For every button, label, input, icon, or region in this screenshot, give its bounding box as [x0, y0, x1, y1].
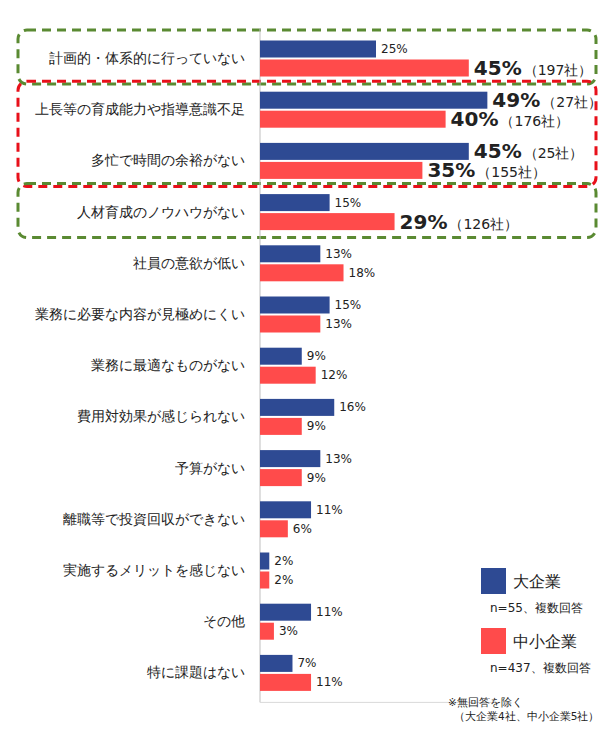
bar	[260, 572, 269, 589]
bar	[260, 162, 422, 179]
legend-swatch	[481, 568, 506, 594]
data-label: 35%（155社）	[427, 158, 546, 182]
data-label-count: （176社）	[500, 113, 569, 129]
category-label: 上長等の育成能力や指導意識不足	[35, 101, 245, 117]
category-label: 社員の意欲が低い	[133, 255, 245, 271]
data-label: 45%（25社）	[474, 139, 584, 163]
bar	[260, 553, 269, 570]
bar	[260, 469, 302, 486]
category-label: 費用対効果が感じられない	[77, 408, 245, 424]
category-label: 予算がない	[175, 460, 245, 476]
legend-note: n=437、複数回答	[490, 661, 591, 675]
bar	[260, 450, 320, 467]
data-label-main: 35%	[427, 158, 475, 182]
data-label: 13%	[325, 317, 352, 331]
bar	[260, 367, 316, 384]
data-label: 9%	[307, 349, 326, 363]
data-label: 45%（197社）	[474, 56, 593, 80]
bar	[260, 399, 334, 416]
bar	[260, 674, 311, 691]
bar	[260, 245, 320, 262]
bar	[260, 418, 302, 435]
legend-label: 中小企業	[513, 632, 577, 651]
legend-label: 大企業	[513, 572, 561, 591]
data-label-count: （155社）	[477, 164, 546, 180]
bar	[260, 297, 330, 314]
data-label-count: （126社）	[449, 216, 518, 232]
data-label-main: 45%	[474, 139, 522, 163]
category-label: 業務に必要な内容が見極めにくい	[35, 306, 245, 322]
category-label: 実施するメリットを感じない	[63, 562, 245, 578]
data-label: 3%	[279, 624, 298, 638]
data-label: 12%	[321, 368, 348, 382]
bar	[260, 604, 311, 621]
data-label: 15%	[335, 196, 362, 210]
bar	[260, 501, 311, 518]
data-label: 7%	[297, 656, 316, 670]
category-label: 人材育成のノウハウがない	[77, 204, 245, 220]
bar	[260, 60, 469, 77]
data-label: 9%	[307, 471, 326, 485]
bar	[260, 194, 330, 211]
data-label-main: 29%	[400, 210, 448, 234]
chart: 計画的・体系的に行っていない上長等の育成能力や指導意識不足多忙で時間の余裕がない…	[0, 0, 613, 735]
bar	[260, 348, 302, 365]
data-label: 2%	[274, 554, 293, 568]
data-label: 49%（27社）	[492, 88, 602, 112]
data-label: 11%	[316, 503, 343, 517]
data-label: 11%	[316, 605, 343, 619]
footnote: （大企業4社、中小企業5社）	[454, 710, 599, 722]
highlight-box	[18, 30, 596, 84]
data-label-main: 49%	[492, 88, 540, 112]
legend-swatch	[481, 628, 506, 654]
footnote: ※無回答を除く	[448, 696, 523, 708]
data-label: 16%	[339, 400, 366, 414]
data-label: 40%（176社）	[451, 107, 570, 131]
highlight-box	[18, 184, 596, 238]
bar	[260, 143, 469, 160]
category-label: 特に課題はない	[147, 664, 245, 680]
bar	[260, 655, 292, 672]
data-label: 13%	[325, 452, 352, 466]
bar	[260, 92, 487, 109]
bar	[260, 213, 395, 230]
legend-note: n=55、複数回答	[490, 601, 583, 615]
data-label: 13%	[325, 247, 352, 261]
data-label: 9%	[307, 419, 326, 433]
data-label: 18%	[349, 266, 376, 280]
data-label: 2%	[274, 573, 293, 587]
bar	[260, 316, 320, 333]
data-label-main: 45%	[474, 56, 522, 80]
highlight-box	[18, 81, 596, 186]
data-label-count: （25社）	[524, 145, 584, 161]
data-label: 6%	[293, 522, 312, 536]
axis-tick-line	[260, 28, 261, 702]
bar	[260, 111, 446, 128]
category-label: 多忙で時間の余裕がない	[91, 152, 245, 168]
category-label: 業務に最適なものがない	[91, 357, 245, 373]
bar	[260, 623, 274, 640]
bars	[260, 41, 487, 691]
data-label-main: 40%	[451, 107, 499, 131]
data-label-count: （27社）	[542, 94, 602, 110]
category-label: その他	[203, 613, 245, 629]
category-label: 離職等で投資回収ができない	[63, 511, 245, 527]
data-label: 29%（126社）	[400, 210, 519, 234]
data-label: 15%	[335, 298, 362, 312]
bar	[260, 41, 376, 58]
data-label: 25%	[381, 42, 408, 56]
category-label: 計画的・体系的に行っていない	[49, 50, 245, 66]
data-label-count: （197社）	[524, 62, 593, 78]
bar	[260, 520, 288, 537]
bar	[260, 264, 344, 281]
data-label: 11%	[316, 675, 343, 689]
